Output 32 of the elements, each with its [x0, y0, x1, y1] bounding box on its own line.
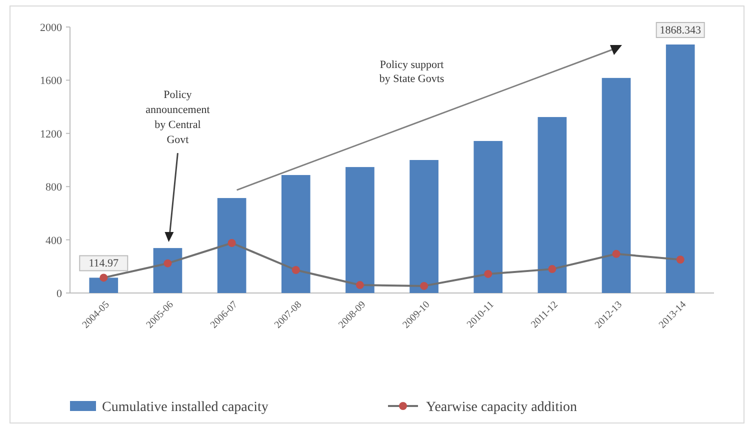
- bar: [217, 198, 246, 293]
- bar: [410, 160, 438, 293]
- point: [292, 266, 300, 274]
- point: [356, 281, 364, 290]
- bar: [281, 175, 310, 293]
- legend-label: Cumulative installed capacity: [102, 400, 268, 415]
- data-label: 114.97: [88, 258, 120, 270]
- annotation: Policy announcement by Central Govt: [146, 89, 210, 146]
- data-label: 1868.343: [660, 24, 702, 37]
- point: [484, 270, 492, 278]
- y-tick-label: 400: [46, 234, 62, 247]
- bar: [538, 117, 567, 293]
- y-tick-label: 1200: [40, 128, 62, 140]
- legend-label: Yearwise capacity addition: [426, 400, 577, 415]
- bar: [666, 44, 695, 293]
- point: [676, 256, 684, 264]
- annotation: Policy support by State Govts: [379, 59, 444, 86]
- point: [228, 238, 236, 247]
- y-tick-label: 2000: [40, 22, 62, 34]
- bar: [153, 248, 182, 293]
- point: [612, 250, 620, 258]
- bar: [89, 278, 118, 293]
- y-tick-label: 1600: [40, 75, 62, 88]
- bar: [474, 140, 503, 293]
- y-tick-label: 800: [46, 182, 62, 194]
- point: [100, 274, 108, 282]
- y-tick-label: 0: [56, 288, 62, 300]
- point: [548, 265, 556, 274]
- bar: [346, 167, 374, 293]
- bar: [602, 78, 631, 293]
- point: [420, 282, 428, 290]
- point: [164, 259, 172, 268]
